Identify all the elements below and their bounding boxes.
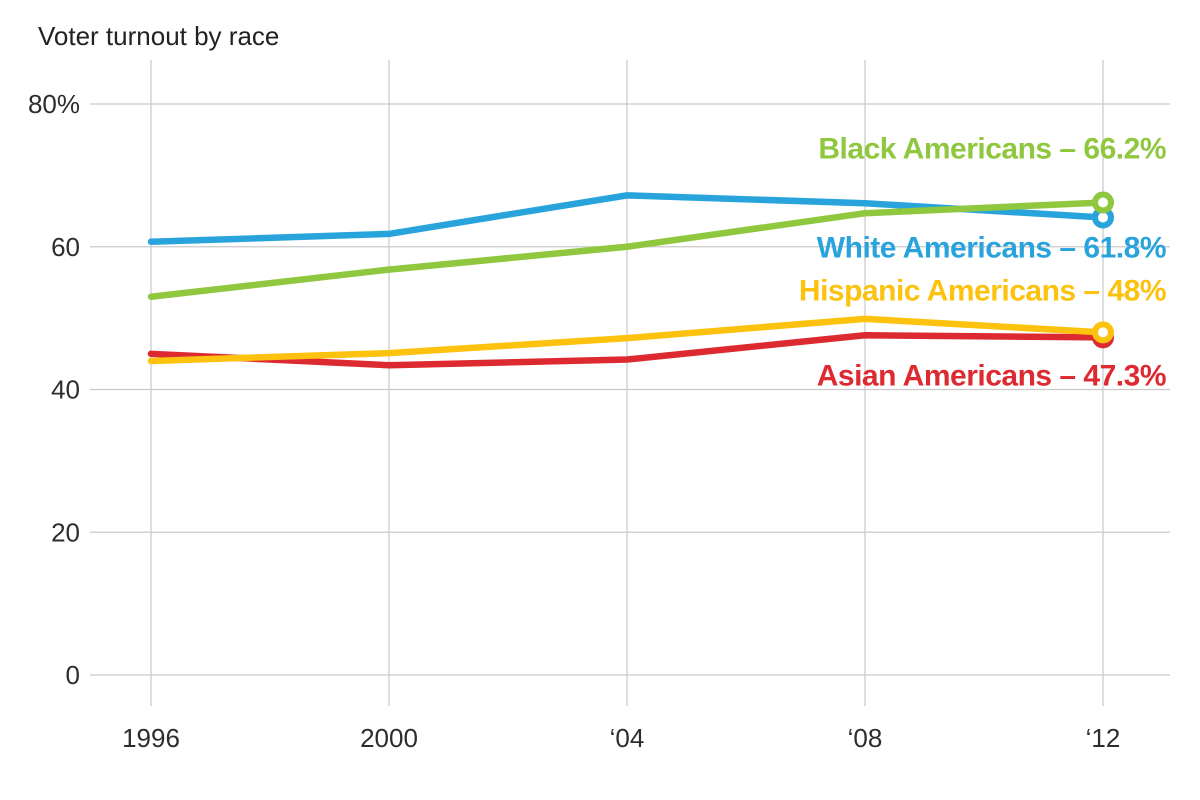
chart-title: Voter turnout by race xyxy=(38,21,280,51)
x-tick-label-2008: ‘08 xyxy=(848,723,883,753)
series-end-label-white-americans: White Americans – 61.8% xyxy=(817,231,1166,264)
y-tick-label-40: 40 xyxy=(51,375,80,405)
y-tick-label-80: 80% xyxy=(28,89,80,119)
y-tick-label-60: 60 xyxy=(51,232,80,262)
series-end-label-hispanic-americans: Hispanic Americans – 48% xyxy=(799,274,1166,307)
y-tick-label-0: 0 xyxy=(66,660,80,690)
series-endpoint-black-americans xyxy=(1092,191,1114,214)
series-line-black-americans xyxy=(147,199,1107,300)
series-line-asian-americans xyxy=(147,332,1107,369)
x-tick-label-2000: 2000 xyxy=(360,723,418,753)
x-tick-label-1996: 1996 xyxy=(122,723,180,753)
series-end-label-asian-americans: Asian Americans – 47.3% xyxy=(817,359,1166,392)
x-tick-label-2012: ‘12 xyxy=(1086,723,1121,753)
series-line-hispanic-americans xyxy=(147,315,1107,365)
series-end-label-black-americans: Black Americans – 66.2% xyxy=(818,132,1166,165)
x-tick-label-2004: ‘04 xyxy=(610,723,645,753)
y-tick-label-20: 20 xyxy=(51,517,80,547)
series-endpoint-hispanic-americans xyxy=(1092,321,1114,344)
